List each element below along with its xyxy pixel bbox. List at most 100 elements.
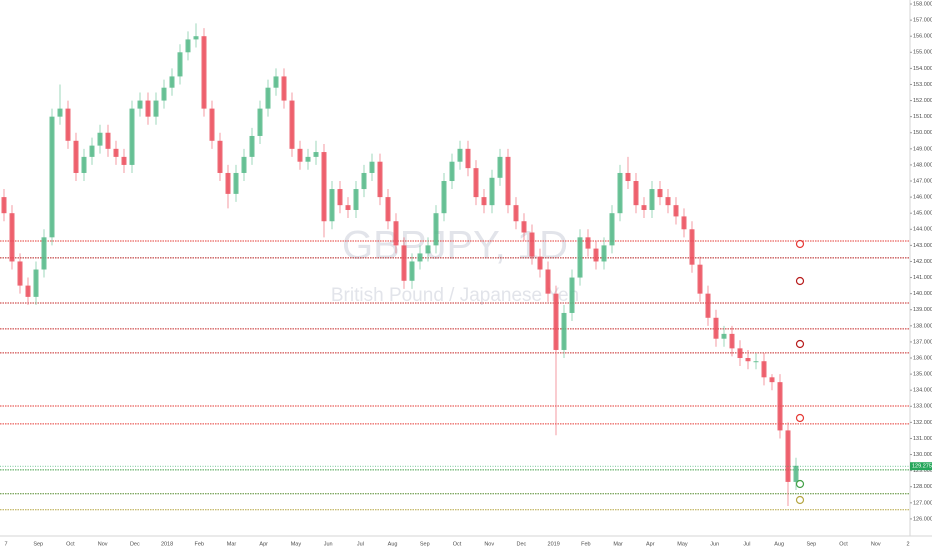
candle-body — [753, 361, 759, 363]
x-tick-label: Oct — [66, 541, 75, 547]
candle-body — [665, 197, 671, 206]
candle-body — [609, 213, 615, 246]
y-tick-label: 132.000 — [913, 420, 932, 426]
candle-body — [713, 317, 719, 339]
candle-body — [785, 430, 791, 482]
candle-body — [377, 161, 383, 198]
y-tick-label: 137.000 — [913, 339, 932, 345]
candle-body — [737, 348, 743, 359]
candle-body — [561, 312, 567, 350]
candle-body — [657, 189, 663, 198]
y-tick-label: 126.000 — [913, 516, 932, 522]
y-tick-label: 134.000 — [913, 388, 932, 394]
x-tick-label: Aug — [774, 541, 784, 547]
candle-body — [17, 261, 23, 286]
y-tick-label: 149.000 — [913, 146, 932, 152]
candle-body — [513, 205, 519, 222]
candle-body — [617, 172, 623, 214]
x-tick-label: Nov — [484, 541, 494, 547]
x-tick-label: 2019 — [548, 541, 560, 547]
candle-body — [537, 256, 543, 270]
x-tick-label: Feb — [581, 541, 590, 547]
candle-body — [41, 237, 47, 270]
candle-body — [641, 205, 647, 210]
candle-body — [161, 87, 167, 101]
candle-body — [361, 172, 367, 190]
candle-body — [521, 221, 527, 233]
alert-icon[interactable] — [795, 276, 805, 286]
x-tick-label: Apr — [646, 541, 655, 547]
y-tick-label: 127.000 — [913, 500, 932, 506]
y-tick-label: 150.000 — [913, 130, 932, 136]
candle-body — [777, 382, 783, 431]
candle-body — [281, 76, 287, 101]
candle-body — [721, 333, 727, 339]
candle-body — [217, 140, 223, 173]
candle-body — [793, 465, 799, 482]
candle-body — [465, 148, 471, 169]
y-tick-label: 142.000 — [913, 259, 932, 265]
candle-body — [321, 152, 327, 222]
candle-body — [353, 189, 359, 210]
candle-body — [449, 161, 455, 182]
x-tick-label: Sep — [806, 541, 816, 547]
candle-body — [577, 237, 583, 278]
candle-body — [761, 361, 767, 378]
alert-icon[interactable] — [795, 413, 805, 423]
y-tick-label: 154.000 — [913, 66, 932, 72]
alert-icon[interactable] — [795, 495, 805, 505]
alert-icon[interactable] — [795, 239, 805, 249]
x-tick-label: 2 — [906, 541, 909, 547]
x-tick-label: Feb — [195, 541, 204, 547]
x-tick-label: Nov — [871, 541, 881, 547]
candle-body — [225, 172, 231, 194]
x-tick-label: Jun — [324, 541, 333, 547]
candle-body — [441, 181, 447, 214]
y-tick-label: 139.000 — [913, 307, 932, 313]
candle-body — [113, 148, 119, 157]
candle-body — [481, 197, 487, 206]
candle-body — [249, 135, 255, 157]
alert-icon[interactable] — [795, 339, 805, 349]
candle-body — [313, 152, 319, 157]
candle-body — [425, 245, 431, 254]
candle-body — [273, 76, 279, 88]
x-tick-label: Dec — [130, 541, 140, 547]
y-tick-label: 136.000 — [913, 355, 932, 361]
y-tick-label: 143.000 — [913, 243, 932, 249]
candle-body — [593, 248, 599, 262]
candle-body — [401, 245, 407, 281]
candle-body — [601, 245, 607, 262]
y-tick-label: 151.000 — [913, 114, 932, 120]
candles — [1, 23, 799, 507]
candle-body — [137, 100, 143, 109]
x-tick-label: 2018 — [161, 541, 173, 547]
x-tick-label: Mar — [613, 541, 623, 547]
y-tick-label: 144.000 — [913, 227, 932, 233]
watermark-description: British Pound / Japanese Yen — [331, 285, 579, 306]
x-tick-label: Nov — [98, 541, 108, 547]
candle-body — [33, 269, 39, 297]
candle-body — [105, 132, 111, 149]
candle-body — [505, 156, 511, 206]
candle-body — [769, 377, 775, 383]
candle-body — [369, 161, 375, 173]
y-tick-label: 152.000 — [913, 98, 932, 104]
y-tick-label: 130.000 — [913, 452, 932, 458]
candle-body — [177, 52, 183, 77]
y-tick-label: 157.000 — [913, 18, 932, 24]
x-tick-label: Oct — [839, 541, 848, 547]
candle-body — [689, 229, 695, 265]
alert-icon[interactable] — [795, 479, 805, 489]
y-tick-label: 156.000 — [913, 34, 932, 40]
x-tick-label: Jul — [743, 541, 750, 547]
candle-body — [265, 87, 271, 109]
x-tick-label: Aug — [388, 541, 398, 547]
candle-body — [649, 189, 655, 210]
last-price-label: 129.275 — [912, 464, 932, 470]
candle-body — [393, 221, 399, 246]
candle-body — [433, 213, 439, 246]
y-tick-label: 135.000 — [913, 372, 932, 378]
y-tick-label: 146.000 — [913, 195, 932, 201]
